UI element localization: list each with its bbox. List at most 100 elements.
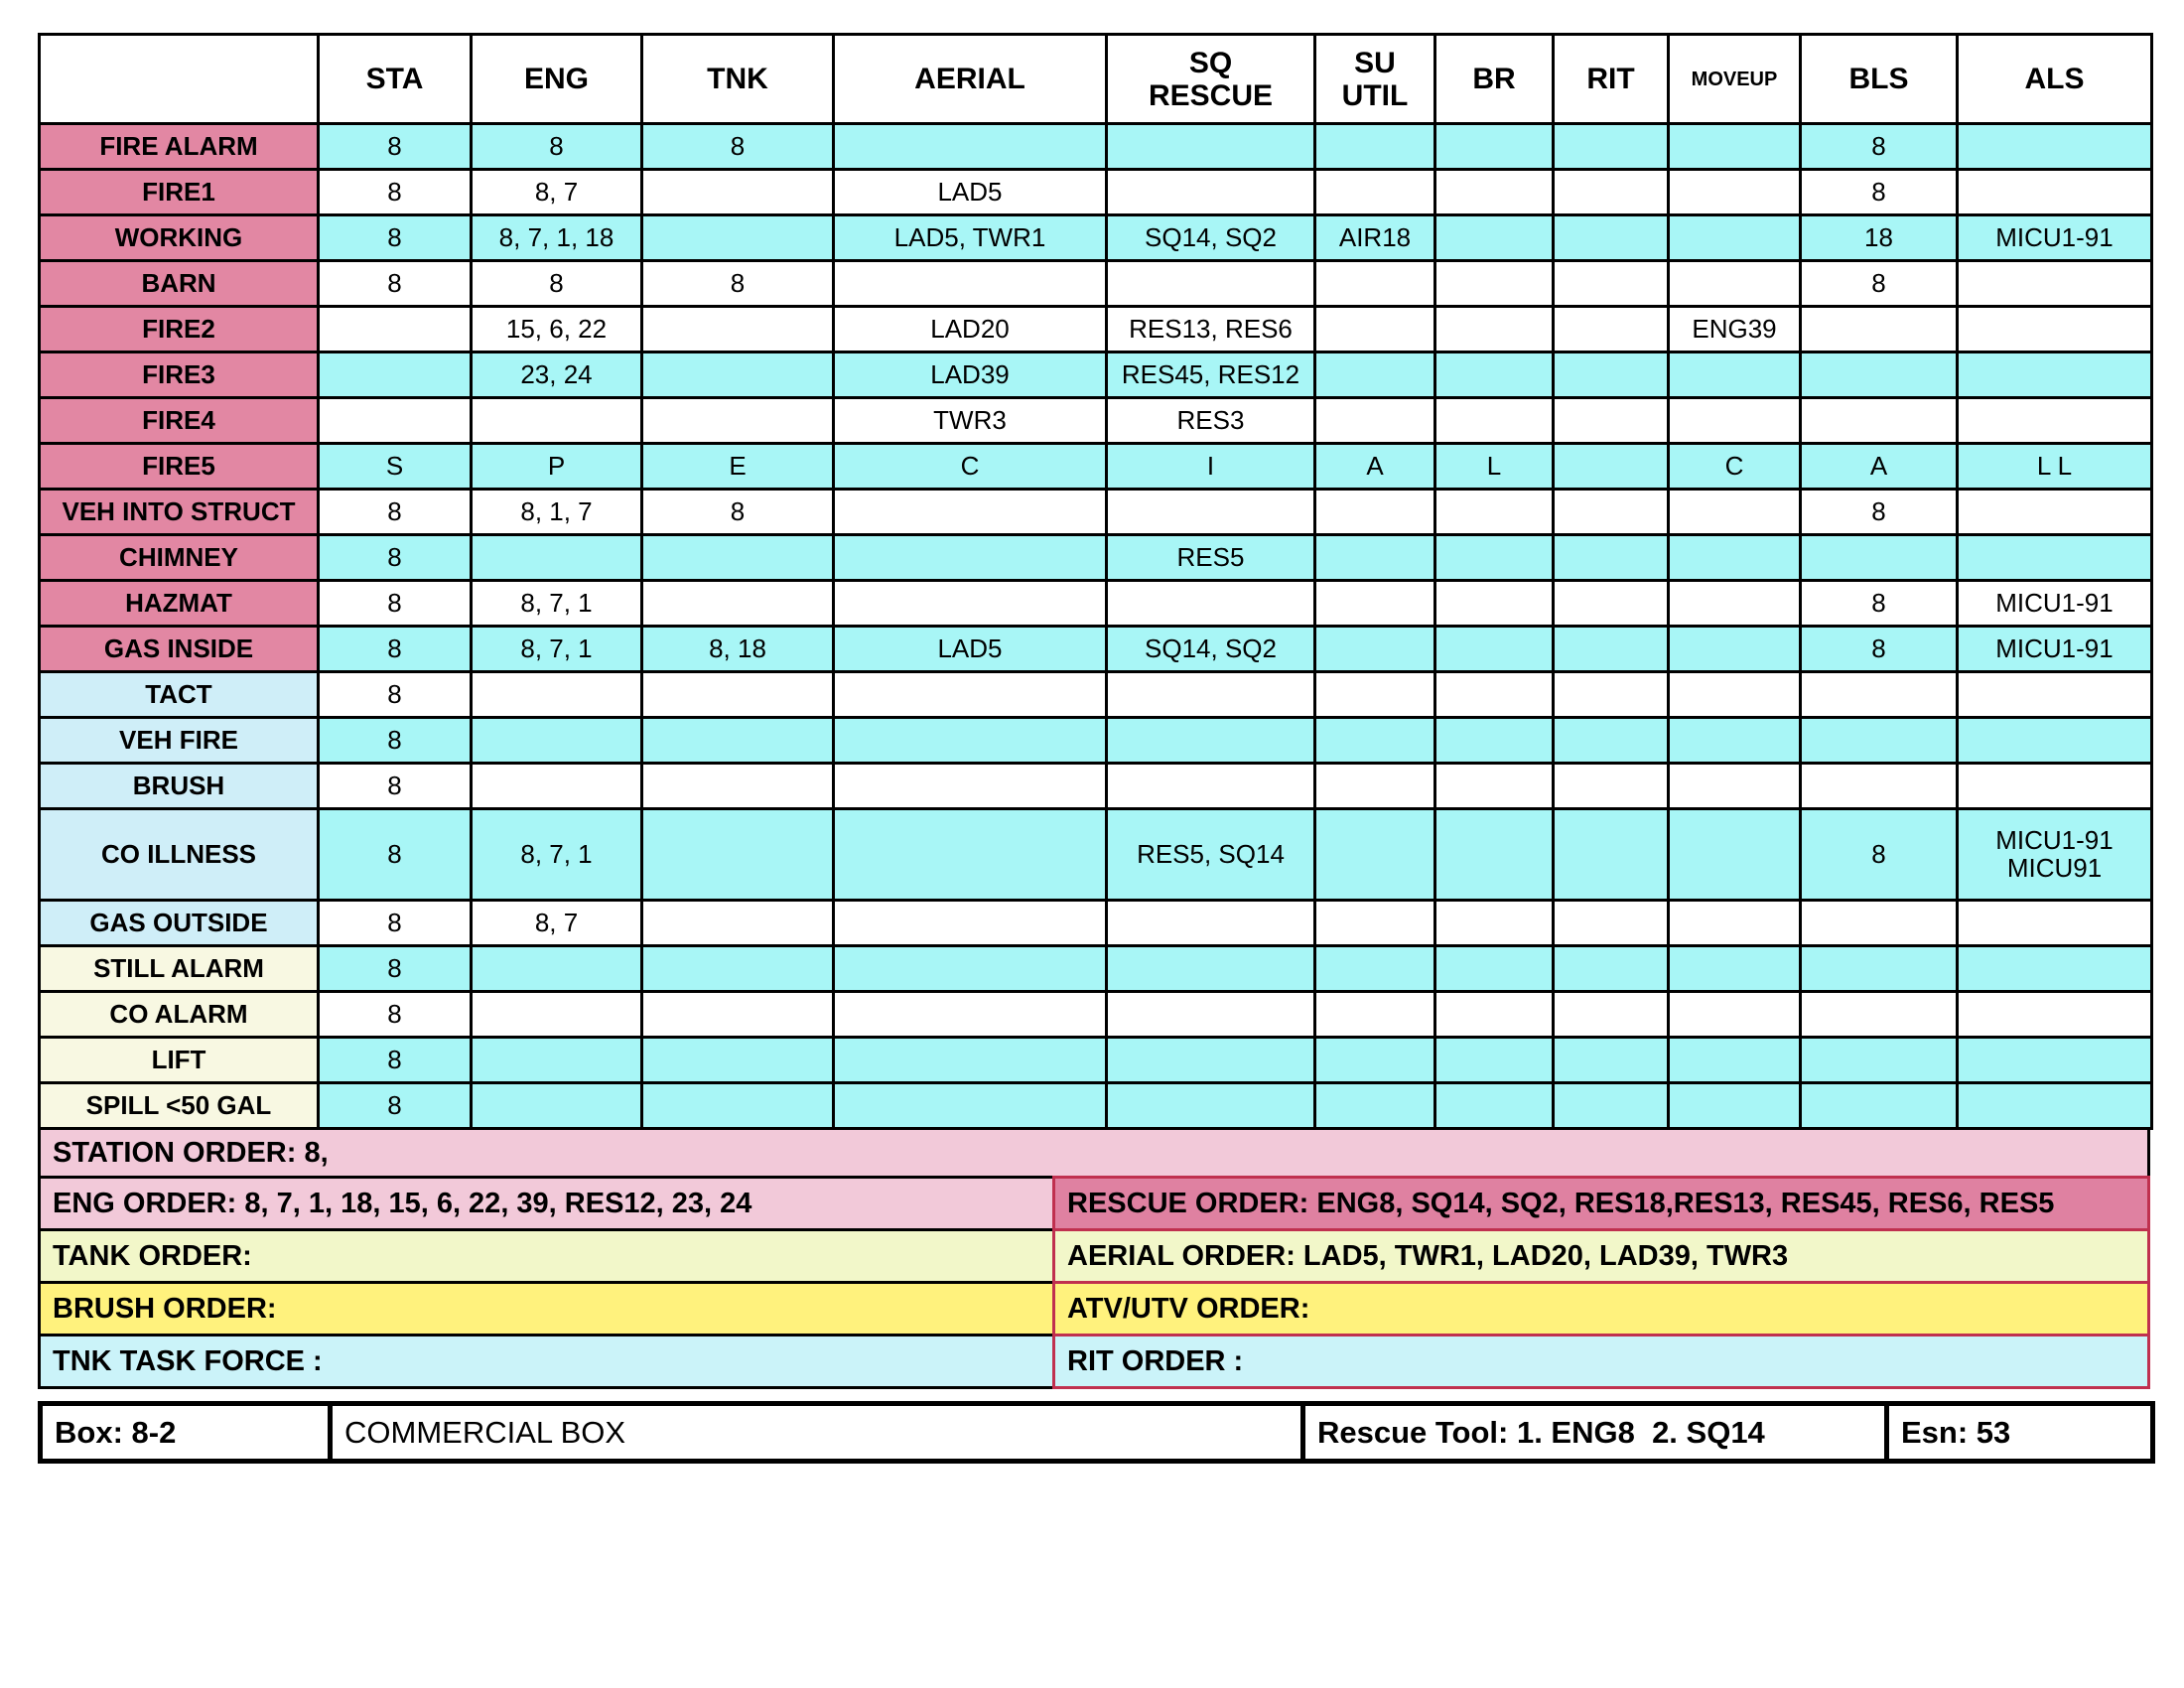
cell <box>1552 625 1670 673</box>
cell <box>1552 899 1670 947</box>
cell <box>1667 762 1802 810</box>
cell <box>640 168 835 216</box>
cell <box>1799 716 1959 765</box>
cell <box>832 1081 1108 1130</box>
cell <box>1105 488 1316 536</box>
row-label: SPILL <50 GAL <box>38 1081 320 1130</box>
cell: 8 <box>1799 625 1959 673</box>
cell <box>1433 944 1555 993</box>
cell <box>1799 944 1959 993</box>
row-label: BRUSH <box>38 762 320 810</box>
cell: 8, 7, 1 <box>470 625 643 673</box>
row-label: FIRE5 <box>38 442 320 491</box>
cell <box>1799 899 1959 947</box>
cell <box>1552 807 1670 902</box>
cell <box>1313 579 1436 628</box>
cell <box>832 1036 1108 1084</box>
orders-section: STATION ORDER: 8, ENG ORDER: 8, 7, 1, 18… <box>38 1127 2150 1389</box>
cell <box>1799 1081 1959 1130</box>
cell: 8 <box>317 122 473 171</box>
cell <box>1956 351 2153 399</box>
cell <box>1552 122 1670 171</box>
header-row: STA ENG TNK AERIAL SQ RESCUE SU UTIL BR … <box>38 33 2153 125</box>
col-header-aerial: AERIAL <box>832 33 1108 125</box>
corner-cell <box>38 33 320 125</box>
cell <box>1313 807 1436 902</box>
cell <box>1313 305 1436 353</box>
box-number: Box: 8-2 <box>38 1401 333 1464</box>
cell <box>640 213 835 262</box>
cell: P <box>470 442 643 491</box>
cell <box>1667 1081 1802 1130</box>
cell <box>1105 1036 1316 1084</box>
cell <box>1799 670 1959 719</box>
table-row: CHIMNEY 8 RES5 <box>38 533 2153 582</box>
cell <box>1667 579 1802 628</box>
cell <box>1956 533 2153 582</box>
cell <box>1105 670 1316 719</box>
cell: MICU1-91 MICU91 <box>1956 807 2153 902</box>
row-label: BARN <box>38 259 320 308</box>
cell: 8 <box>1799 122 1959 171</box>
cell <box>1956 899 2153 947</box>
cell <box>1799 1036 1959 1084</box>
col-header-bls: BLS <box>1799 33 1959 125</box>
cell <box>640 944 835 993</box>
cell <box>1552 579 1670 628</box>
cell <box>1105 716 1316 765</box>
table-row: SPILL <50 GAL 8 <box>38 1081 2153 1130</box>
cell: SQ14, SQ2 <box>1105 213 1316 262</box>
cell: 8 <box>317 670 473 719</box>
cell <box>1105 168 1316 216</box>
cell: 8 <box>640 488 835 536</box>
cell: 8 <box>317 716 473 765</box>
run-card-sheet: STA ENG TNK AERIAL SQ RESCUE SU UTIL BR … <box>38 33 2155 1464</box>
cell: 8 <box>1799 488 1959 536</box>
tank-order: TANK ORDER: <box>38 1228 1055 1284</box>
cell <box>1552 533 1670 582</box>
cell <box>1552 168 1670 216</box>
cell <box>470 396 643 445</box>
row-label: FIRE2 <box>38 305 320 353</box>
cell <box>1313 122 1436 171</box>
table-row: CO ILLNESS 8 8, 7, 1 RES5, SQ14 8 MICU1-91 MI… <box>38 807 2153 902</box>
cell <box>1667 670 1802 719</box>
cell <box>317 305 473 353</box>
col-header-als: ALS <box>1956 33 2153 125</box>
cell <box>832 488 1108 536</box>
cell <box>1956 670 2153 719</box>
cell <box>1552 305 1670 353</box>
cell: 8 <box>470 259 643 308</box>
cell <box>1667 990 1802 1039</box>
row-label: FIRE3 <box>38 351 320 399</box>
cell: 8 <box>317 213 473 262</box>
table-row: HAZMAT 8 8, 7, 1 8 MICU1-91 <box>38 579 2153 628</box>
cell: RES45, RES12 <box>1105 351 1316 399</box>
cell <box>1552 716 1670 765</box>
cell <box>1552 351 1670 399</box>
cell <box>1667 213 1802 262</box>
row-label: FIRE ALARM <box>38 122 320 171</box>
table-row: GAS INSIDE 8 8, 7, 1 8, 18 LAD5 SQ14, SQ2 8 MIC… <box>38 625 2153 673</box>
cell <box>1956 488 2153 536</box>
cell: 8 <box>1799 807 1959 902</box>
cell: 8 <box>317 944 473 993</box>
table-row: TACT 8 <box>38 670 2153 719</box>
cell: 8, 7 <box>470 168 643 216</box>
cell <box>640 305 835 353</box>
cell <box>1667 351 1802 399</box>
cell: 8 <box>470 122 643 171</box>
cell: ENG39 <box>1667 305 1802 353</box>
table-row: FIRE1 8 8, 7 LAD5 8 <box>38 168 2153 216</box>
cell <box>1313 944 1436 993</box>
table-row: FIRE3 23, 24 LAD39 RES45, RES12 <box>38 351 2153 399</box>
cell <box>317 351 473 399</box>
cell: 8 <box>640 122 835 171</box>
cell <box>1667 716 1802 765</box>
cell <box>640 670 835 719</box>
cell <box>470 670 643 719</box>
cell <box>832 762 1108 810</box>
cell <box>1667 1036 1802 1084</box>
cell <box>470 533 643 582</box>
cell: LAD5 <box>832 168 1108 216</box>
